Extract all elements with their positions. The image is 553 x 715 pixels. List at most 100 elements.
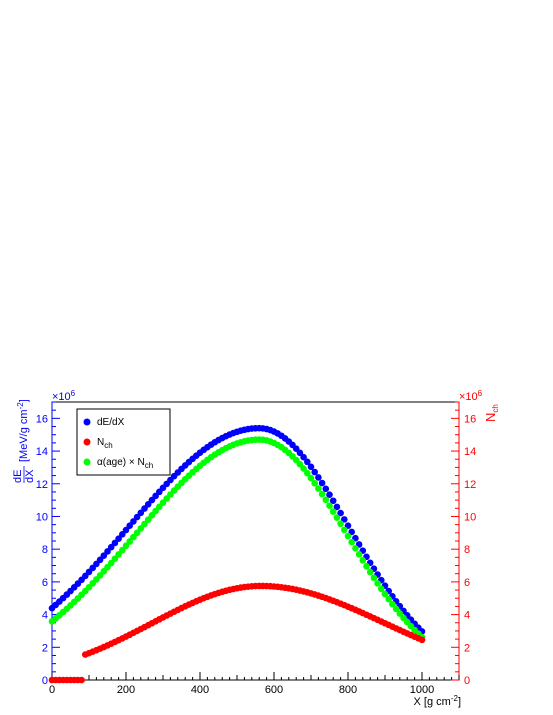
x-tick-label: 1000 bbox=[410, 684, 434, 696]
y-label-denominator: dX bbox=[24, 469, 36, 483]
data-point bbox=[107, 543, 115, 551]
legend-marker-dedx bbox=[83, 418, 91, 426]
data-point bbox=[111, 539, 119, 547]
y2-tick-label: 2 bbox=[464, 642, 470, 654]
data-point bbox=[333, 503, 341, 511]
data-point bbox=[122, 542, 130, 550]
data-point bbox=[322, 496, 330, 504]
data-point bbox=[363, 562, 370, 570]
data-point bbox=[337, 520, 344, 528]
data-point bbox=[370, 574, 378, 582]
data-point bbox=[318, 479, 326, 487]
data-point bbox=[333, 514, 341, 521]
y2-tick-label: 10 bbox=[464, 511, 476, 523]
data-point bbox=[119, 546, 126, 554]
y-tick-label: 16 bbox=[36, 413, 48, 425]
legend-marker-alpha bbox=[83, 458, 91, 466]
data-point bbox=[326, 502, 333, 509]
data-point bbox=[300, 453, 307, 461]
y-tick-label: 4 bbox=[42, 610, 48, 622]
data-point bbox=[115, 535, 122, 542]
series-layer bbox=[48, 424, 426, 684]
legend-box bbox=[76, 408, 171, 476]
data-point bbox=[111, 555, 119, 563]
data-point bbox=[115, 551, 122, 558]
data-point bbox=[348, 538, 356, 546]
data-point bbox=[329, 497, 337, 505]
data-point bbox=[130, 518, 137, 525]
data-point bbox=[78, 676, 85, 684]
legend-marker-nch bbox=[83, 438, 91, 446]
data-point bbox=[130, 533, 137, 541]
data-point bbox=[378, 585, 385, 593]
legend: dE/dX Nch α(age) × Nch bbox=[76, 408, 171, 476]
y-tick-label: 0 bbox=[42, 675, 48, 687]
data-point bbox=[133, 513, 141, 521]
y2-tick-label: 8 bbox=[464, 544, 470, 556]
data-point bbox=[304, 458, 311, 466]
y2-axis-label: Nch bbox=[483, 404, 500, 422]
data-point bbox=[119, 531, 126, 538]
data-point bbox=[133, 529, 141, 537]
y2-tick-label: 0 bbox=[464, 675, 470, 687]
data-point bbox=[304, 469, 311, 477]
y-multiplier: ×106 bbox=[52, 389, 76, 403]
series-0 bbox=[48, 424, 426, 635]
data-point bbox=[141, 505, 148, 512]
y-tick-label: 8 bbox=[42, 544, 48, 556]
y-label-numerator: dE bbox=[12, 470, 24, 483]
data-point bbox=[126, 538, 133, 545]
data-point bbox=[296, 449, 304, 457]
y-tick-label: 2 bbox=[42, 642, 48, 654]
legend-label-alpha: α(age) × Nch bbox=[97, 457, 153, 470]
data-point bbox=[144, 516, 152, 523]
data-point bbox=[385, 595, 393, 603]
data-point bbox=[122, 526, 130, 534]
data-point bbox=[341, 516, 348, 523]
y2-tick-label: 12 bbox=[464, 479, 476, 491]
data-point bbox=[329, 508, 337, 515]
y2-tick-label: 4 bbox=[464, 610, 470, 622]
y2-multiplier: ×106 bbox=[459, 389, 483, 403]
y2-tick-label: 14 bbox=[464, 446, 476, 458]
x-axis-label: X [g cm-2] bbox=[414, 694, 461, 708]
data-point bbox=[396, 610, 404, 617]
data-point bbox=[318, 490, 326, 498]
data-point bbox=[137, 509, 145, 517]
data-point bbox=[355, 551, 363, 558]
data-point bbox=[341, 526, 348, 534]
data-point bbox=[141, 520, 148, 528]
data-point bbox=[315, 474, 322, 481]
legend-label-dedx: dE/dX bbox=[97, 417, 125, 428]
y-tick-label: 14 bbox=[36, 446, 48, 458]
x-tick-label: 200 bbox=[117, 684, 135, 696]
data-point bbox=[148, 512, 156, 519]
x-tick-label: 800 bbox=[339, 684, 357, 696]
x-tick-label: 0 bbox=[49, 684, 55, 696]
data-point bbox=[337, 509, 344, 517]
y2-tick-label: 16 bbox=[464, 413, 476, 425]
y-tick-label: 10 bbox=[36, 511, 48, 523]
data-point bbox=[300, 465, 307, 472]
y2-tick-label: 6 bbox=[464, 577, 470, 589]
data-point bbox=[389, 600, 396, 608]
legend-label-nch: Nch bbox=[97, 437, 113, 450]
series-1 bbox=[48, 582, 426, 684]
data-point bbox=[381, 590, 389, 598]
data-point bbox=[366, 568, 374, 576]
y-label-unit: [MeV/g cm-2] bbox=[16, 399, 30, 462]
data-point bbox=[311, 479, 319, 487]
data-point bbox=[352, 544, 359, 552]
data-point bbox=[126, 522, 133, 530]
data-point bbox=[315, 485, 322, 492]
x-tick-label: 400 bbox=[191, 684, 209, 696]
data-point bbox=[307, 474, 315, 482]
x-tick-label: 600 bbox=[265, 684, 283, 696]
y-axis-label: dE dX [MeV/g cm-2] bbox=[12, 399, 36, 483]
data-point bbox=[392, 605, 400, 613]
data-point bbox=[359, 557, 367, 564]
data-point bbox=[322, 485, 330, 493]
y-tick-label: 6 bbox=[42, 577, 48, 589]
axis-ticks: 0 200 400 600 800 1000 0 2 4 6 8 10 12 14 16 0 2 4 6 8 10 12 1… bbox=[36, 401, 476, 696]
